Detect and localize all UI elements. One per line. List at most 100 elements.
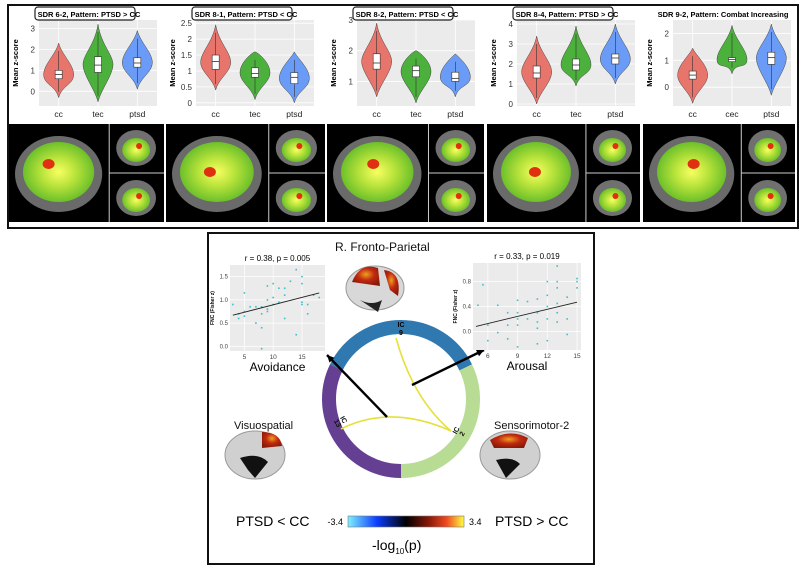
data-point [526,300,529,303]
activation-peak [687,159,700,169]
data-point [556,311,559,314]
arrow-to-arousal-head [476,350,484,357]
x-tick-label: cc [532,109,541,119]
x-tick-label: ptsd [286,109,302,119]
data-point [546,280,549,283]
data-point [566,333,568,336]
data-point [546,318,549,320]
data-point [566,296,568,298]
y-axis-label: Mean z-score [11,39,20,87]
data-point [255,322,257,324]
y-tick-label: 0 [509,100,514,109]
fit-line [475,301,578,327]
activation-map [281,138,311,162]
y-tick-label: 2 [349,47,354,56]
data-point [516,324,519,326]
data-point [556,280,559,283]
y-tick-label: 1 [31,66,36,75]
brain-slices-3 [327,124,484,222]
x-tick-label: 15 [573,353,581,360]
box-tec [94,56,102,73]
activation-peak [455,143,462,149]
data-point [272,296,274,299]
data-point [546,305,549,308]
data-point [536,311,539,314]
y-axis-label: Mean z-score [489,39,498,87]
violin-chart-3: 1 2 3 cc tec ptsd Mean z-score SDR 8-2, Pattern… [329,6,475,119]
x-tick-label: ptsd [763,109,779,119]
y-tick-label: 0.0 [463,329,472,335]
violin-chart-4: 0 1 2 3 4 cc tec ptsd Mean z-score SDR 8-4, Patte… [489,6,635,119]
y-tick-label: 4 [509,20,514,29]
box-ptsd [767,51,776,65]
x-tick-label: cc [54,109,63,119]
box-tec [251,67,259,78]
data-point [266,299,269,301]
y-tick-label: 0.0 [220,344,229,350]
y-axis-label: FNC (Fisher z) [453,289,459,323]
arrow-to-arousal [411,348,485,387]
data-point [576,277,578,280]
x-tick-label: tec [92,109,104,119]
x-tick-label: ptsd [129,109,145,119]
y-tick-label: 2 [188,35,193,44]
activation-map [122,188,150,212]
title-box [191,6,293,21]
activation-map [754,138,781,162]
data-point [278,301,280,303]
box-tec [572,58,580,71]
y-axis-label: Mean z-score [168,39,177,87]
data-point [255,306,257,308]
data-point [278,287,280,290]
data-point [283,317,286,320]
box-ptsd [133,57,142,68]
data-point [477,304,479,307]
data-point [566,318,568,320]
x-tick-label: ptsd [607,109,623,119]
y-tick-label: 0.5 [181,83,193,92]
data-point [318,296,321,299]
activation-peak [528,167,541,177]
activation-map [23,142,95,202]
y-axis-label: FNC (Fisher z) [210,291,216,325]
data-point [260,306,263,308]
activation-map [180,142,254,202]
data-point [249,306,251,308]
activation-map [122,138,150,162]
title-box [352,6,454,21]
activation-map [441,188,470,212]
data-point [295,333,298,336]
data-point [536,327,539,330]
y-tick-label: 1 [349,77,354,86]
y-tick-label: 1.5 [220,275,229,281]
data-point [283,287,286,290]
data-point [576,287,578,289]
scatter-chart-2: 6 9 12 15 0.0 0.4 0.8 r = 0.33, p = 0.019 Arousa… [453,252,581,373]
data-point [536,298,539,300]
brain-slices-5 [643,124,795,222]
y-tick-label: 0 [188,99,193,108]
data-point [243,292,246,294]
data-point [506,324,509,326]
chart-title: SDR 8-2, Pattern: PTSD < CC [356,10,459,19]
data-point [301,282,303,285]
brain-slices-1 [9,124,164,222]
violin-chart-5: 0 1 2 cc cec ptsd Mean z-score SDR 9-2, Pattern… [645,10,791,119]
data-point [243,310,246,313]
arrow-to-avoidance [326,354,388,418]
brain-visuospatial [224,430,286,480]
connectogram-box [207,232,595,565]
data-point [301,303,303,306]
data-point [482,283,484,286]
y-axis-label: Mean z-score [645,39,654,87]
data-point [516,299,519,302]
data-point [506,338,509,340]
colorbar-right-label: PTSD > CC [495,513,569,529]
x-tick-label: cc [211,109,220,119]
activation-map [281,188,311,212]
data-point [556,265,559,267]
data-point [306,313,309,315]
data-point [301,301,303,303]
data-point [496,331,499,334]
colorbar-min: -3.4 [327,517,343,527]
